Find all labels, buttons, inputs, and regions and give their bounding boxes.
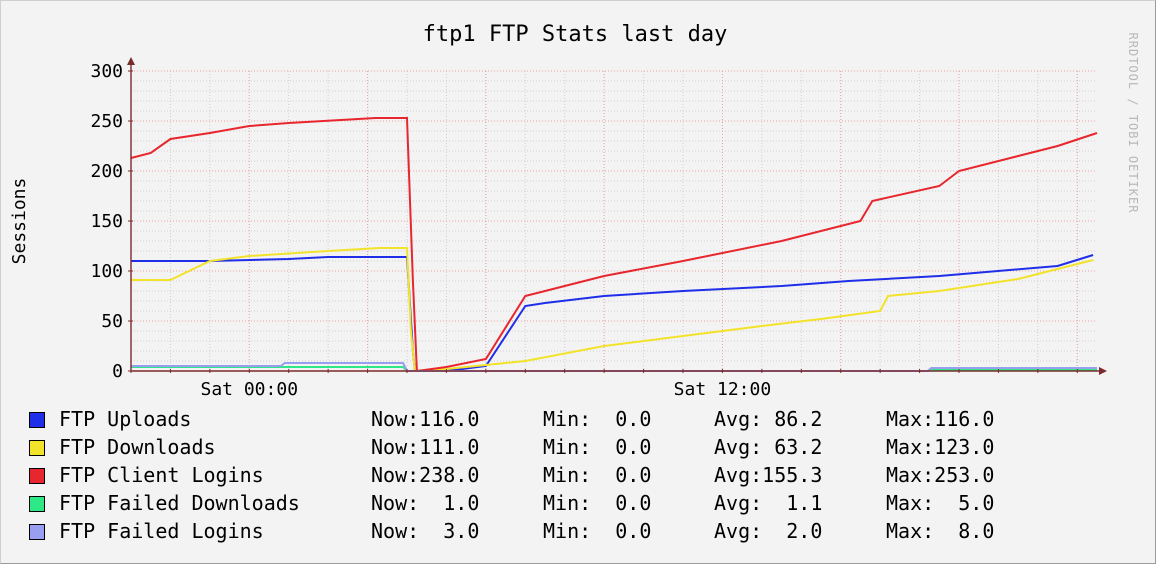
- series-line-2: [130, 117, 1098, 373]
- y-tick-label: 200: [90, 161, 123, 182]
- legend-series-name: FTP Failed Logins: [59, 519, 264, 543]
- legend-series-name: FTP Downloads: [59, 435, 216, 459]
- y-tick-label: 100: [90, 261, 123, 282]
- legend-avg: Avg: 86.2: [714, 407, 823, 431]
- legend-now: Now: 3.0: [371, 519, 480, 543]
- legend-avg: Avg: 63.2: [714, 435, 823, 459]
- legend-max: Max:123.0: [886, 435, 995, 459]
- legend-max: Max:116.0: [886, 407, 995, 431]
- legend-min: Min: 0.0: [543, 463, 652, 487]
- legend-series-name: FTP Client Logins: [59, 463, 264, 487]
- legend-now: Now:111.0: [371, 435, 480, 459]
- watermark: RRDTOOL / TOBI OETIKER: [1126, 33, 1140, 214]
- axes: [127, 57, 1107, 375]
- legend-min: Min: 0.0: [543, 519, 652, 543]
- y-axis-label: Sessions: [9, 178, 30, 265]
- legend-swatch: [29, 524, 45, 540]
- legend-now: Now:238.0: [371, 463, 480, 487]
- legend-min: Min: 0.0: [543, 407, 652, 431]
- y-tick-label: 50: [101, 311, 123, 332]
- legend-swatch: [29, 412, 45, 428]
- legend-avg: Avg:155.3: [714, 463, 823, 487]
- legend-max: Max: 8.0: [886, 519, 995, 543]
- legend-swatch: [29, 496, 45, 512]
- x-tick-label: Sat 00:00: [201, 379, 299, 400]
- legend-now: Now:116.0: [371, 407, 480, 431]
- y-tick-label: 150: [90, 211, 123, 232]
- y-tick-label: 0: [112, 361, 123, 382]
- series-line-1: [131, 247, 1094, 373]
- legend-series-name: FTP Failed Downloads: [59, 491, 300, 515]
- tick-labels: 0 50 100 150 200 250 300 Sat 00:00 Sat 12:00: [90, 61, 771, 400]
- x-axis-arrow: [1099, 367, 1107, 375]
- grid: [130, 70, 1097, 371]
- legend-min: Min: 0.0: [543, 435, 652, 459]
- y-axis-arrow: [127, 57, 135, 65]
- legend-max: Max:253.0: [886, 463, 995, 487]
- legend-avg: Avg: 1.1: [714, 491, 823, 515]
- legend-now: Now: 1.0: [371, 491, 480, 515]
- legend-swatch: [29, 440, 45, 456]
- y-tick-label: 250: [90, 111, 123, 132]
- legend-series-name: FTP Uploads: [59, 407, 192, 431]
- y-tick-label: 300: [90, 61, 123, 82]
- series-layer: [130, 117, 1098, 373]
- legend-min: Min: 0.0: [543, 491, 652, 515]
- x-tick-label: Sat 12:00: [674, 379, 772, 400]
- chart-title: ftp1 FTP Stats last day: [423, 22, 728, 47]
- legend-avg: Avg: 2.0: [714, 519, 823, 543]
- legend-swatch: [29, 468, 45, 484]
- legend-max: Max: 5.0: [886, 491, 995, 515]
- series-line-0: [131, 254, 1094, 372]
